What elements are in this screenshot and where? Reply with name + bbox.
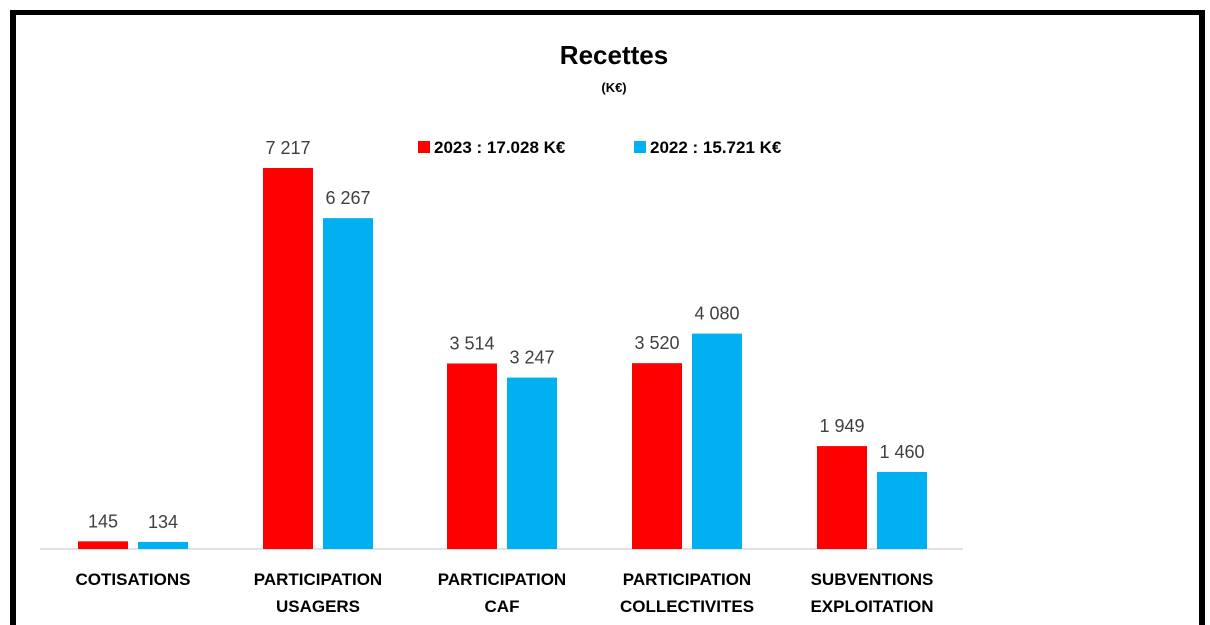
bar-2023-0 — [78, 541, 128, 549]
category-label-1-line-1: USAGERS — [276, 597, 360, 616]
data-label-2022-0: 134 — [148, 512, 178, 532]
bar-2022-3 — [692, 333, 742, 549]
category-label-4-line-1: EXPLOITATION — [810, 597, 933, 616]
bar-2023-4 — [817, 446, 867, 549]
bar-2023-3 — [632, 363, 682, 549]
legend-swatch-2022 — [634, 141, 646, 153]
data-label-2023-0: 145 — [88, 511, 118, 531]
bars-group: 145 134 7 217 6 267 3 514 3 247 3 520 4 080 1 94… — [78, 138, 927, 550]
category-label-0-line-0: COTISATIONS — [76, 570, 191, 589]
frame-border-right — [1199, 10, 1205, 625]
data-label-2022-4: 1 460 — [879, 442, 924, 462]
data-label-2023-4: 1 949 — [819, 416, 864, 436]
legend-label-2023: 2023 : 17.028 K€ — [434, 138, 566, 157]
category-labels: COTISATIONS PARTICIPATION USAGERS PARTICIPA… — [76, 570, 934, 616]
chart-subtitle: (K€) — [601, 80, 626, 95]
bar-2023-2 — [447, 363, 497, 549]
legend-swatch-2023 — [418, 141, 430, 153]
frame-border-top — [10, 10, 1205, 15]
category-label-1-line-0: PARTICIPATION — [254, 570, 382, 589]
data-label-2023-3: 3 520 — [634, 333, 679, 353]
frame-border-left — [10, 10, 16, 625]
category-label-2-line-1: CAF — [485, 597, 520, 616]
data-label-2022-3: 4 080 — [694, 304, 739, 324]
legend: 2023 : 17.028 K€ 2022 : 15.721 K€ — [418, 138, 782, 157]
category-label-4-line-0: SUBVENTIONS — [811, 570, 934, 589]
bar-2023-1 — [263, 168, 313, 549]
legend-label-2022: 2022 : 15.721 K€ — [650, 138, 782, 157]
bar-2022-2 — [507, 377, 557, 549]
bar-2022-0 — [138, 541, 188, 549]
category-label-3-line-0: PARTICIPATION — [623, 570, 751, 589]
data-label-2022-2: 3 247 — [509, 348, 554, 368]
category-label-2-line-0: PARTICIPATION — [438, 570, 566, 589]
bar-2022-1 — [323, 218, 373, 550]
category-label-3-line-1: COLLECTIVITES — [620, 597, 754, 616]
chart-title: Recettes — [560, 40, 668, 70]
data-label-2023-1: 7 217 — [265, 138, 310, 158]
data-label-2022-1: 6 267 — [325, 188, 370, 208]
bar-2022-4 — [877, 471, 927, 549]
data-label-2023-2: 3 514 — [449, 333, 494, 353]
